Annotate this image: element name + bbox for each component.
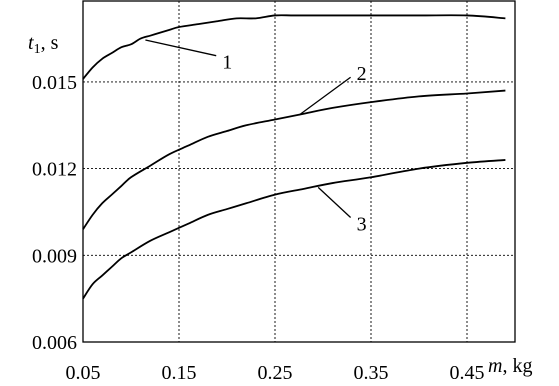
y-axis-subscript: 1 xyxy=(34,42,41,57)
x-tick-label: 0.05 xyxy=(66,362,101,384)
grid-layer xyxy=(83,1,515,342)
x-axis-unit: , kg xyxy=(502,355,532,377)
curve-label: 3 xyxy=(357,214,367,236)
x-tick-label: 0.15 xyxy=(162,362,197,384)
curve-label: 1 xyxy=(222,52,232,74)
plot-frame xyxy=(82,0,516,343)
y-tick-label: 0.009 xyxy=(32,245,77,267)
series-line-3 xyxy=(82,159,506,300)
y-tick-label: 0.015 xyxy=(32,72,77,94)
x-tick-label: 0.25 xyxy=(258,362,293,384)
y-axis-variable: t xyxy=(28,32,34,54)
curve-label: 2 xyxy=(357,63,367,85)
curve-label-leader xyxy=(317,186,352,218)
y-tick-label: 0.006 xyxy=(32,332,77,354)
x-axis-variable: m xyxy=(488,355,502,377)
tick-layer: 0.05 0.15 0.25 0.35 0.45 0.006 0.009 0.012 0.015 xyxy=(32,72,485,384)
curve-layer xyxy=(82,14,506,300)
y-tick-label: 0.012 xyxy=(32,159,77,181)
series-line-1 xyxy=(82,14,506,80)
label-layer: 1 2 3 xyxy=(145,39,367,236)
x-axis-label: m, kg xyxy=(488,355,532,377)
y-axis-unit: , s xyxy=(41,32,59,54)
y-axis-label: t1, s xyxy=(28,32,59,57)
curve-label-leader xyxy=(298,76,351,116)
x-tick-label: 0.35 xyxy=(354,362,389,384)
curve-label-leader xyxy=(145,39,217,57)
x-tick-label: 0.45 xyxy=(450,362,485,384)
series-line-2 xyxy=(82,89,506,230)
